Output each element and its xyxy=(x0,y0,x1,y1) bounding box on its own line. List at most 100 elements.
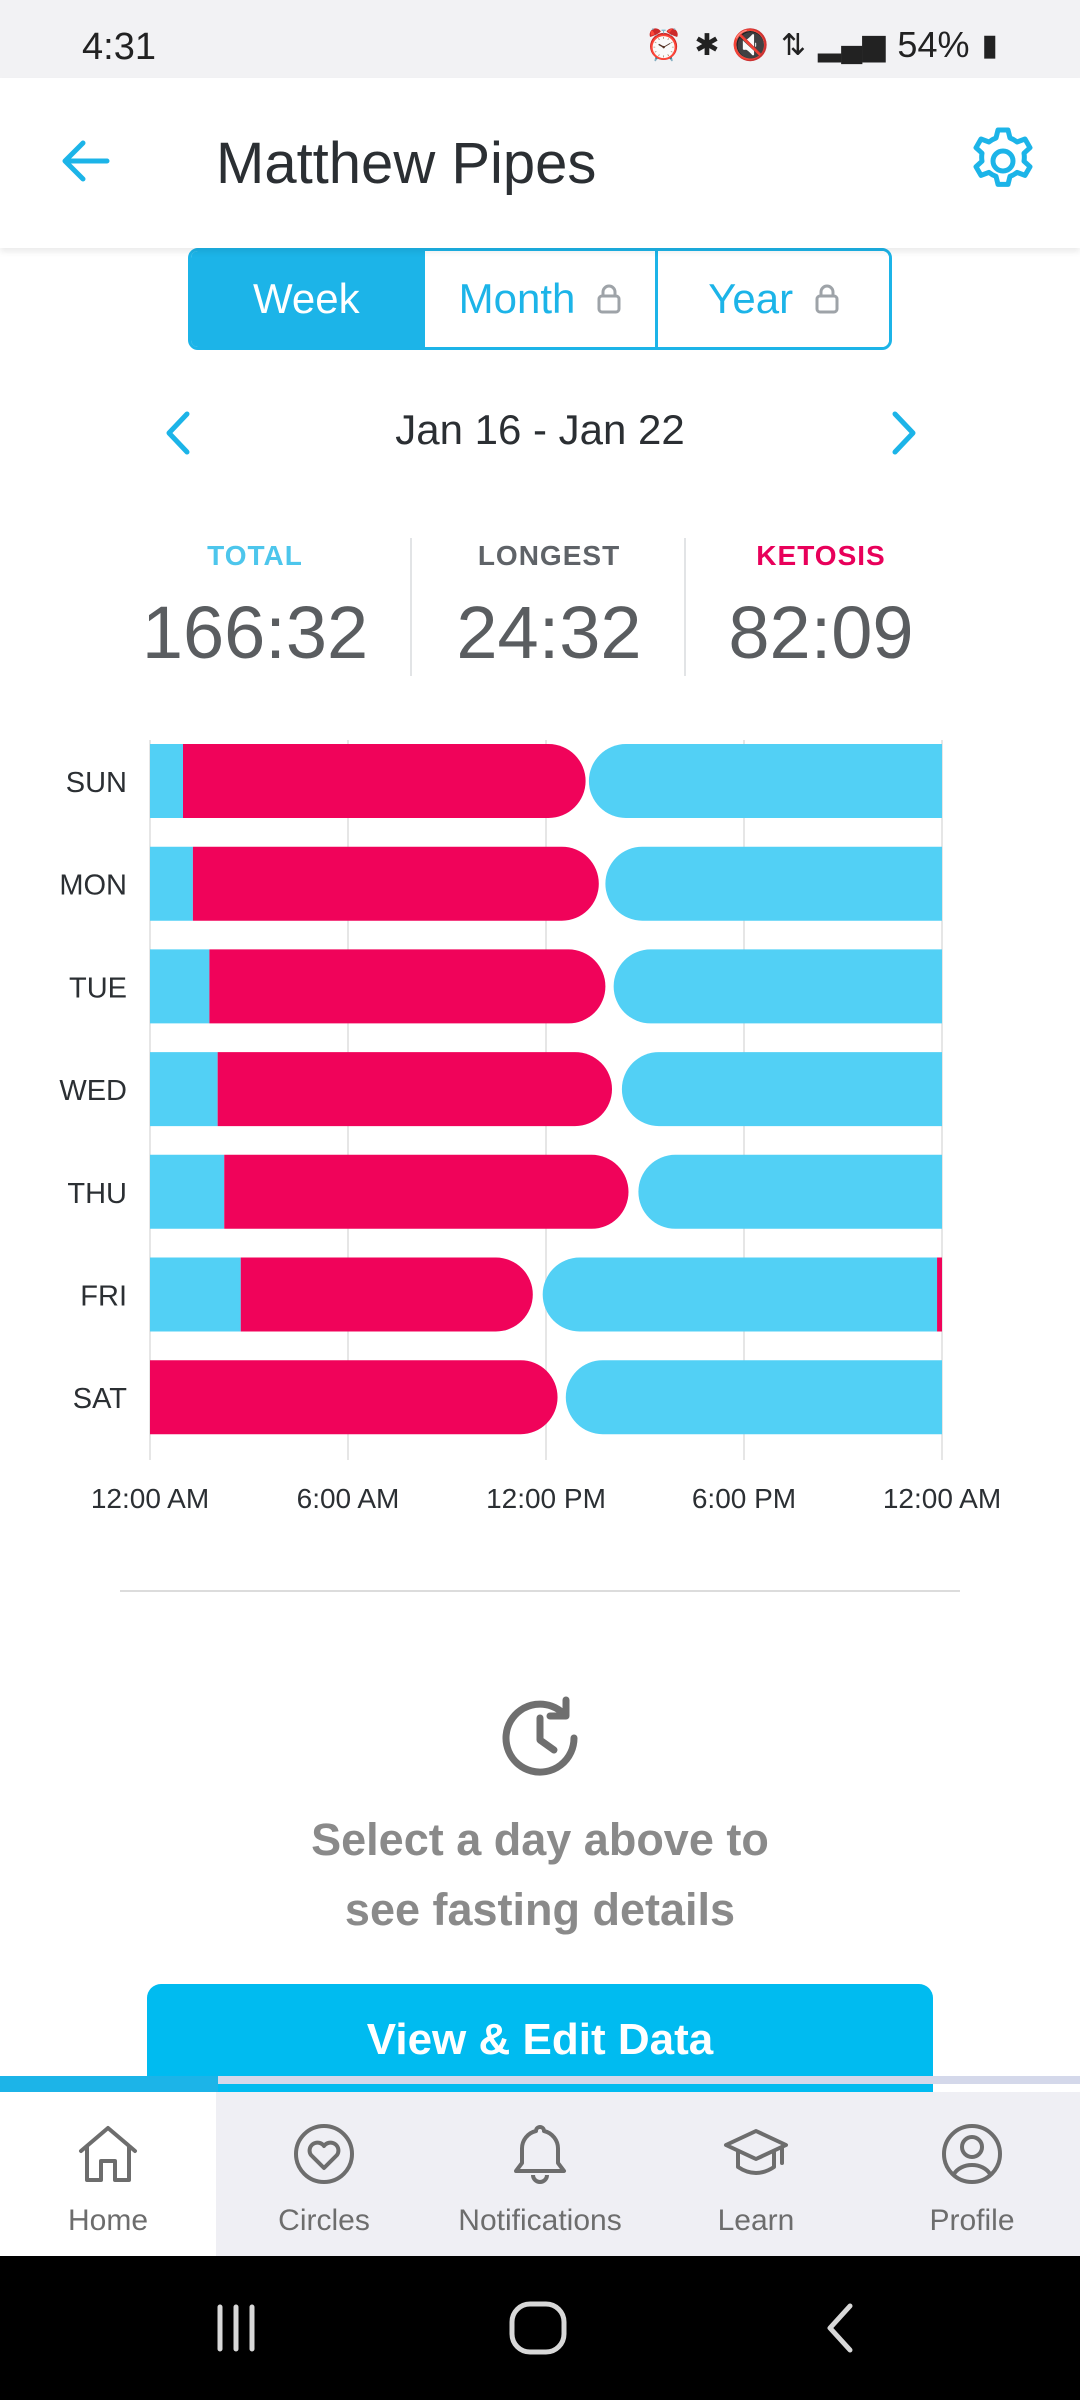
nav-item-home[interactable]: Home xyxy=(0,2092,216,2256)
view-edit-data-button[interactable]: View & Edit Data xyxy=(147,1984,933,2094)
previous-week-button[interactable] xyxy=(150,400,206,466)
nav-label-profile: Profile xyxy=(929,2204,1015,2237)
battery-icon: ▮ xyxy=(981,28,998,62)
chart-day-label: SAT xyxy=(73,1383,128,1415)
period-tabs: Week Month Year xyxy=(188,248,892,350)
alarm-icon: ⏰ xyxy=(645,28,683,62)
stat-ketosis-label: KETOSIS xyxy=(756,540,886,571)
date-range-label: Jan 16 - Jan 22 xyxy=(395,406,685,453)
back-button[interactable] xyxy=(50,126,120,196)
home-circle-icon xyxy=(509,2301,567,2355)
empty-state-text: Select a day above to see fasting detail… xyxy=(311,1814,769,1935)
chart-bar-segment xyxy=(150,1154,225,1229)
status-icons: ⏰ ✱ 🔇 ⇅ ▂▄▆ 54% ▮ xyxy=(645,24,998,66)
section-divider xyxy=(120,1590,960,1592)
heart-circle-icon xyxy=(288,2118,360,2190)
gear-icon xyxy=(973,127,1033,187)
chart-day-label: MON xyxy=(59,870,127,902)
chart-x-tick-label: 6:00 AM xyxy=(297,1483,400,1514)
chart-bar-segment xyxy=(638,1154,942,1229)
chart-day-label: WED xyxy=(59,1075,127,1107)
chart-bar-segment xyxy=(621,1052,942,1127)
stat-longest: LONGEST 24:32 xyxy=(414,540,684,675)
nav-label-home: Home xyxy=(67,2204,149,2237)
chart-x-tick-label: 6:00 PM xyxy=(692,1483,796,1514)
chart-bar-segment xyxy=(192,846,599,921)
nav-item-profile[interactable]: Profile xyxy=(864,2092,1080,2256)
nav-active-indicator xyxy=(0,2076,218,2092)
stat-divider xyxy=(684,538,686,676)
nav-item-notifications[interactable]: Notifications xyxy=(432,2092,648,2256)
nav-item-circles[interactable]: Circles xyxy=(216,2092,432,2256)
recent-apps-button[interactable] xyxy=(196,2292,276,2364)
graduation-cap-icon xyxy=(720,2118,792,2190)
stat-longest-label: LONGEST xyxy=(477,540,621,571)
chart-bar-segment xyxy=(217,1052,612,1127)
tab-week[interactable]: Week xyxy=(191,251,425,347)
chevron-left-icon xyxy=(166,411,190,455)
chevron-right-icon xyxy=(892,411,916,455)
chart-day-label: TUE xyxy=(69,972,127,1004)
home-system-button[interactable] xyxy=(498,2292,578,2364)
tab-year-label: Year xyxy=(708,275,794,322)
history-clock-icon xyxy=(502,1696,578,1776)
stat-total-label: TOTAL xyxy=(207,540,303,571)
tab-week-label: Week xyxy=(253,275,360,322)
fasting-chart: SUN MON TUE WED THU FRI SAT 12:00 AM 6:00 AM 12:0… xyxy=(0,720,1080,1540)
home-icon xyxy=(72,2118,144,2190)
status-bar: 4:31 ⏰ ✱ 🔇 ⇅ ▂▄▆ 54% ▮ xyxy=(0,0,1080,78)
stat-divider xyxy=(410,538,412,676)
chart-bar-segment xyxy=(937,1257,942,1332)
chart-x-tick-label: 12:00 PM xyxy=(486,1483,606,1514)
stat-ketosis: KETOSIS 82:09 xyxy=(686,540,956,675)
battery-percent: 54% xyxy=(897,24,970,65)
chart-bar-segment xyxy=(613,949,942,1024)
chart-bar-segment xyxy=(240,1257,533,1332)
page-title: Matthew Pipes xyxy=(216,131,597,196)
recent-apps-icon xyxy=(217,2304,255,2352)
chart-bar-segment xyxy=(605,846,942,921)
chevron-left-icon xyxy=(827,2303,853,2353)
chart-day-label: FRI xyxy=(80,1281,127,1313)
chart-bar-segment xyxy=(150,744,183,818)
tab-year[interactable]: Year xyxy=(658,251,889,347)
settings-button[interactable] xyxy=(964,122,1042,200)
fasting-chart-svg: SUN MON TUE WED THU FRI SAT 12:00 AM 6:00 AM 12:0… xyxy=(59,740,1001,1514)
nav-label-notifications: Notifications xyxy=(458,2204,622,2237)
bell-icon xyxy=(504,2118,576,2190)
chart-x-tick-label: 12:00 AM xyxy=(883,1483,1001,1514)
chart-bar-segment xyxy=(150,1052,218,1127)
user-icon xyxy=(936,2118,1008,2190)
bluetooth-icon: ✱ xyxy=(694,28,720,62)
chart-bar-segment xyxy=(565,1360,942,1435)
network-icon: ⇅ xyxy=(780,28,807,62)
chart-bar-segment xyxy=(150,1360,558,1435)
chart-bar-segment xyxy=(150,949,210,1024)
chart-day-label: THU xyxy=(67,1178,127,1210)
next-week-button[interactable] xyxy=(876,400,932,466)
chart-x-tick-label: 12:00 AM xyxy=(91,1483,209,1514)
mute-icon: 🔇 xyxy=(731,28,769,62)
system-back-button[interactable] xyxy=(800,2292,880,2364)
chart-bar-segment xyxy=(209,949,606,1024)
nav-top-border xyxy=(218,2076,1080,2084)
nav-label-learn: Learn xyxy=(717,2204,795,2237)
stat-longest-value: 24:32 xyxy=(456,591,642,674)
lock-icon xyxy=(597,284,621,314)
chart-bar-segment xyxy=(150,1257,241,1332)
chart-bar-segment xyxy=(150,846,193,921)
app-header: Matthew Pipes xyxy=(0,78,1080,248)
status-time: 4:31 xyxy=(82,26,156,68)
nav-item-learn[interactable]: Learn xyxy=(648,2092,864,2256)
chart-bar-segment xyxy=(542,1257,938,1332)
tab-month[interactable]: Month xyxy=(424,251,659,347)
stat-total: TOTAL 166:32 xyxy=(120,540,390,675)
nav-label-circles: Circles xyxy=(278,2204,370,2237)
stat-ketosis-value: 82:09 xyxy=(728,591,914,674)
arrow-left-icon xyxy=(62,140,110,182)
bottom-nav: Home Circles Notifications Learn Profile xyxy=(0,2092,1080,2256)
chart-bar-segment xyxy=(183,744,586,818)
chart-day-label: SUN xyxy=(66,767,127,799)
chart-bar-segment xyxy=(224,1154,629,1229)
